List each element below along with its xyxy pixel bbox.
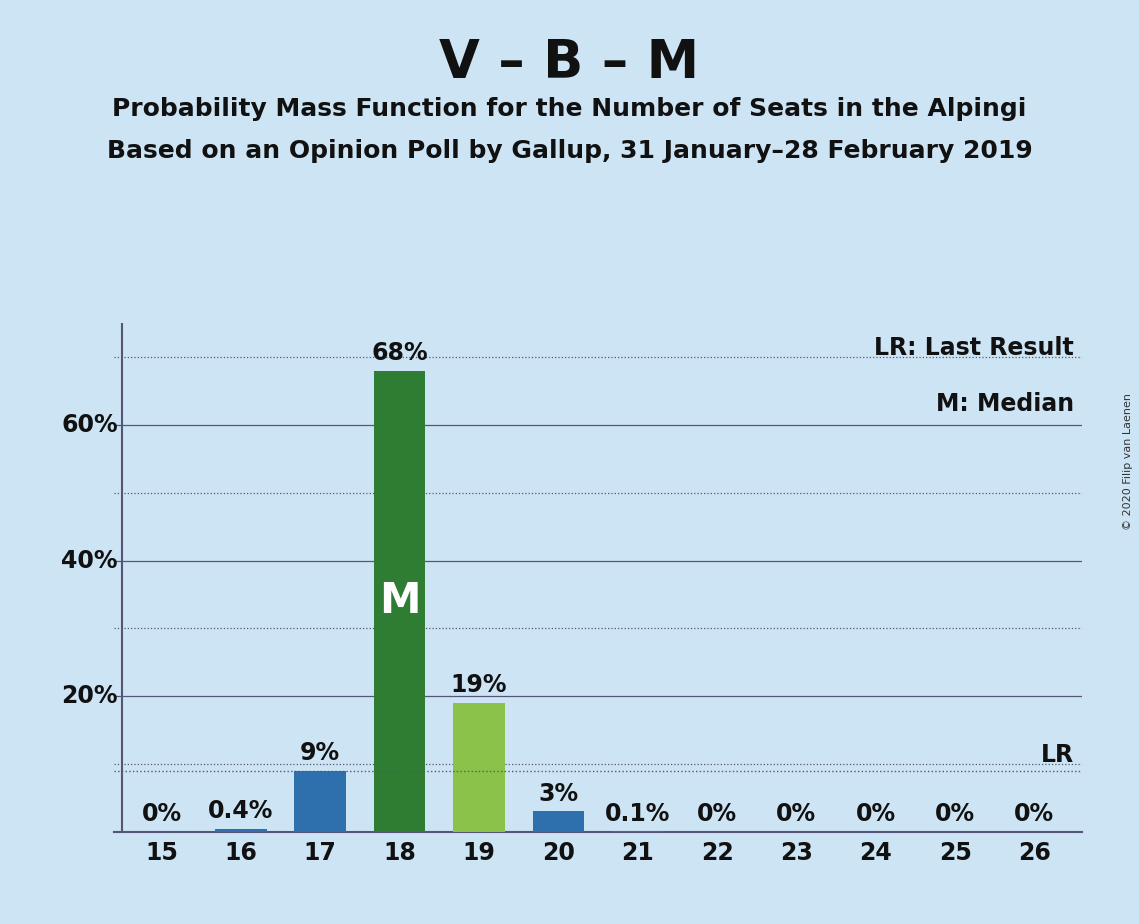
Bar <box>215 829 267 832</box>
Text: 20%: 20% <box>62 684 117 708</box>
Text: © 2020 Filip van Laenen: © 2020 Filip van Laenen <box>1123 394 1133 530</box>
Text: 0%: 0% <box>141 802 181 826</box>
Bar <box>533 811 584 832</box>
Text: 60%: 60% <box>62 413 117 437</box>
Text: 0%: 0% <box>935 802 975 826</box>
Text: 68%: 68% <box>371 341 428 365</box>
Text: V – B – M: V – B – M <box>440 37 699 89</box>
Bar <box>374 371 425 832</box>
Text: 40%: 40% <box>62 549 117 573</box>
Text: 0%: 0% <box>855 802 895 826</box>
Text: 0%: 0% <box>777 802 817 826</box>
Text: LR: Last Result: LR: Last Result <box>875 336 1074 360</box>
Text: M: Median: M: Median <box>936 392 1074 416</box>
Text: 19%: 19% <box>451 674 507 698</box>
Text: LR: LR <box>1041 743 1074 767</box>
Text: 0.1%: 0.1% <box>605 801 671 825</box>
Text: 0.4%: 0.4% <box>208 799 273 823</box>
Text: Probability Mass Function for the Number of Seats in the Alpingi: Probability Mass Function for the Number… <box>113 97 1026 121</box>
Bar <box>295 771 346 832</box>
Text: Based on an Opinion Poll by Gallup, 31 January–28 February 2019: Based on an Opinion Poll by Gallup, 31 J… <box>107 139 1032 163</box>
Text: M: M <box>379 580 420 622</box>
Text: 0%: 0% <box>697 802 737 826</box>
Text: 3%: 3% <box>539 782 579 806</box>
Text: 9%: 9% <box>301 741 341 765</box>
Text: 0%: 0% <box>1015 802 1055 826</box>
Bar <box>453 703 505 832</box>
